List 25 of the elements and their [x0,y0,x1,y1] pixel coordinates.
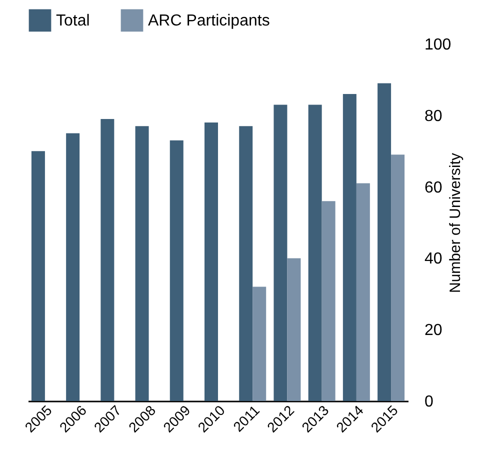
y-tick-label: 80 [424,108,442,125]
legend-label: ARC Participants [148,12,270,30]
y-tick-label: 40 [424,250,442,268]
bar [356,183,370,401]
bar [204,122,218,401]
y-axis-title: Number of University [447,152,464,294]
y-tick-label: 60 [424,179,442,196]
bar [391,154,405,401]
bar [308,104,322,401]
bar [378,83,392,401]
bar [322,201,336,401]
bar [66,133,80,401]
bar [31,151,45,401]
bar [342,94,356,401]
bar [274,104,288,401]
bar [170,140,184,401]
y-tick-label: 100 [424,36,452,54]
y-tick-label: 0 [424,394,434,410]
bar [135,126,149,401]
bar [287,258,301,401]
y-tick-label: 20 [424,322,442,340]
bar [239,126,253,401]
legend-label: Total [56,12,90,30]
bar [100,118,114,401]
bar [252,286,266,401]
